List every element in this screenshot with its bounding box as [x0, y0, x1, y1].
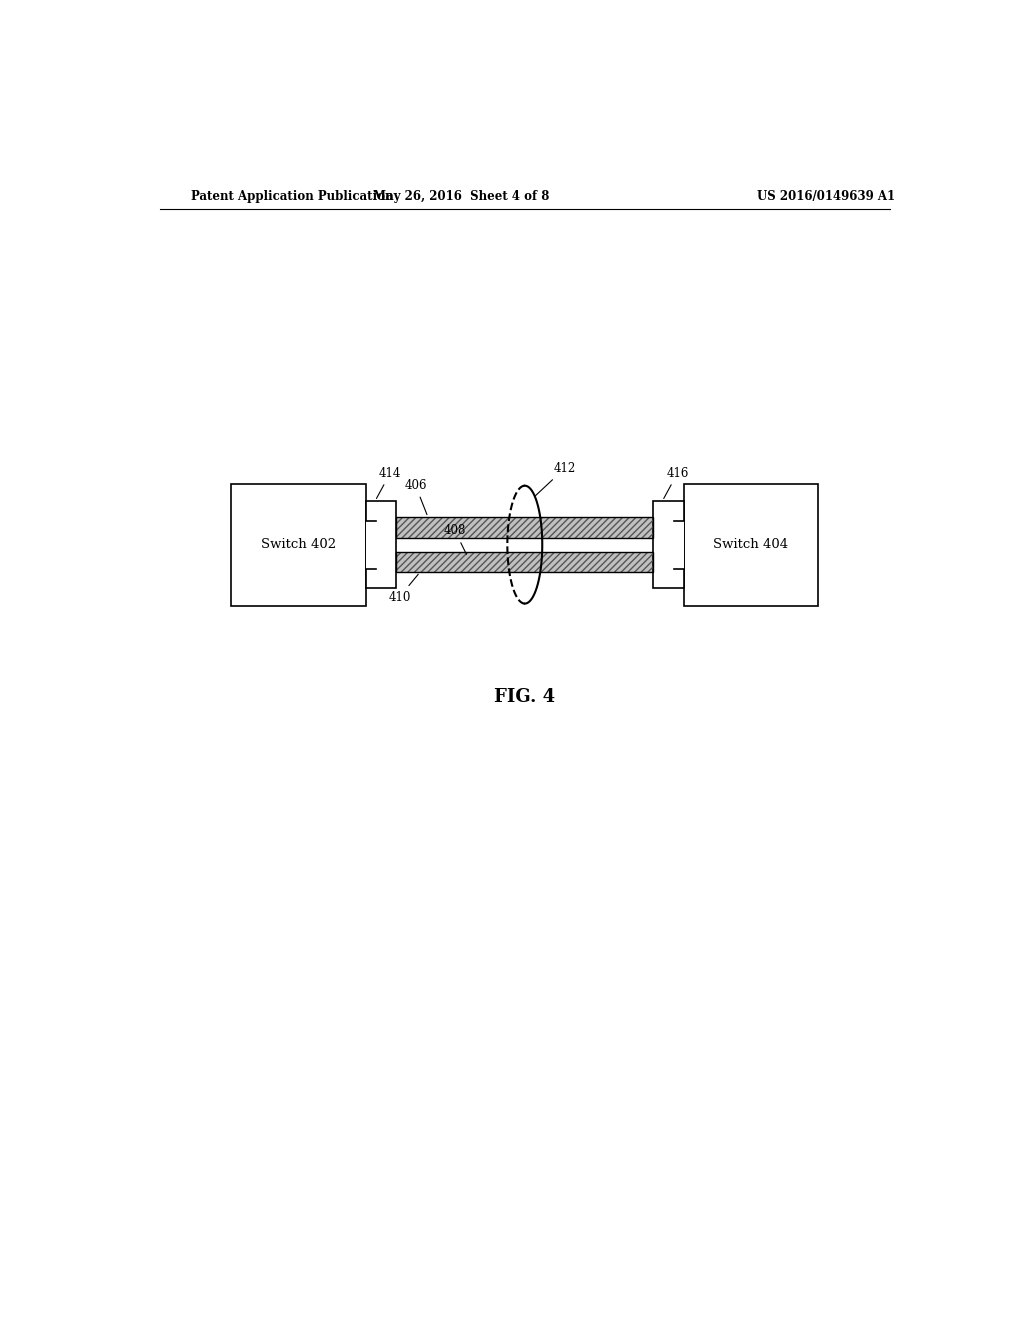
- Text: 410: 410: [388, 574, 418, 603]
- Bar: [396, 517, 653, 537]
- Text: 414: 414: [377, 466, 401, 499]
- Text: Switch 402: Switch 402: [261, 539, 336, 552]
- Text: 416: 416: [664, 466, 689, 499]
- Bar: [396, 552, 653, 572]
- Bar: [396, 517, 653, 537]
- Bar: [367, 520, 376, 569]
- Text: May 26, 2016  Sheet 4 of 8: May 26, 2016 Sheet 4 of 8: [373, 190, 550, 202]
- Text: 408: 408: [443, 524, 467, 554]
- Bar: [684, 483, 818, 606]
- Bar: [653, 500, 684, 589]
- Bar: [674, 520, 684, 569]
- Bar: [231, 483, 367, 606]
- Text: Switch 404: Switch 404: [714, 539, 788, 552]
- Text: FIG. 4: FIG. 4: [495, 688, 555, 706]
- Text: US 2016/0149639 A1: US 2016/0149639 A1: [758, 190, 895, 202]
- Bar: [396, 552, 653, 572]
- Text: 412: 412: [536, 462, 575, 495]
- Text: Patent Application Publication: Patent Application Publication: [191, 190, 394, 202]
- Bar: [396, 517, 653, 537]
- Text: 406: 406: [404, 479, 427, 515]
- Bar: [396, 552, 653, 572]
- Bar: [367, 500, 396, 589]
